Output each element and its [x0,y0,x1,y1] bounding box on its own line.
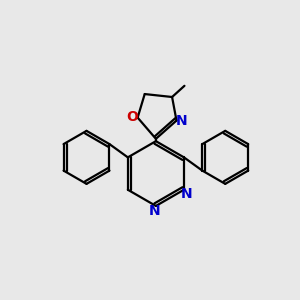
Text: O: O [126,110,138,124]
Text: N: N [181,187,192,201]
Text: N: N [176,114,188,128]
Text: N: N [148,204,160,218]
